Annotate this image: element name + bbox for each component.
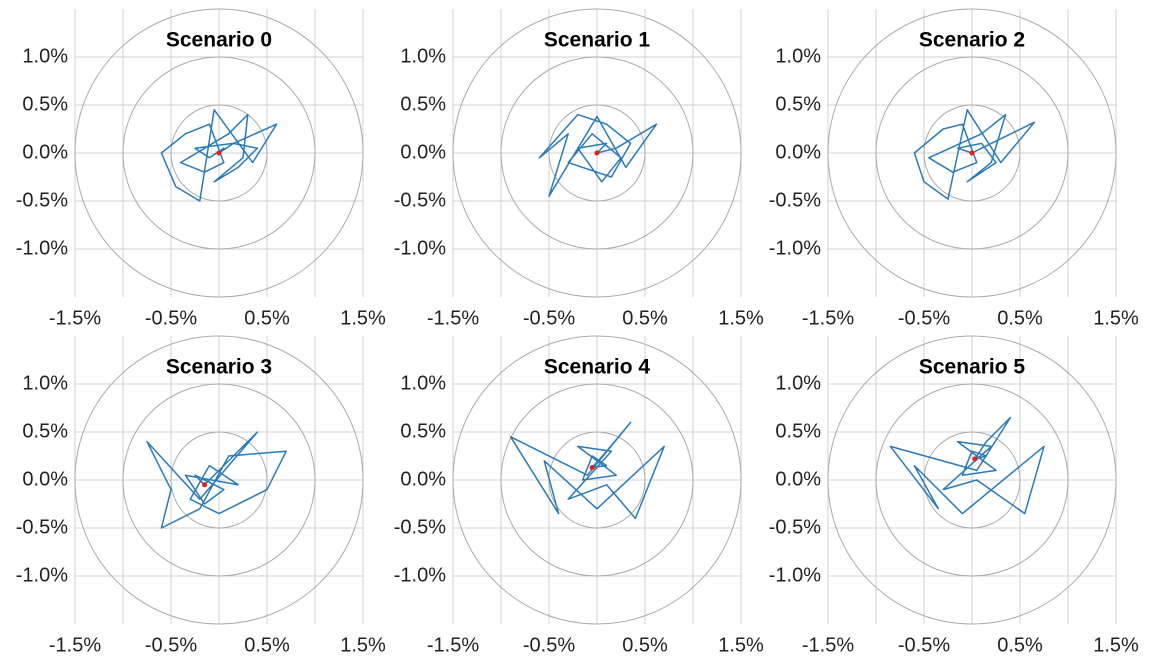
reference-circle <box>548 104 646 202</box>
center-point <box>969 150 975 156</box>
y-tick-label: 1.0% <box>22 372 68 394</box>
y-tick-label: 0.5% <box>400 93 446 115</box>
reference-circle <box>923 431 1021 529</box>
reference-circle <box>170 104 268 202</box>
subplot: -1.5% -0.5% 0.5% 1.5% -1.0% -0.5% 0.0% 0.5% 1.0%… <box>16 335 386 656</box>
x-tick-label: -0.5% <box>523 634 575 656</box>
trajectory <box>889 416 1045 515</box>
x-tick-label: 0.5% <box>622 307 668 329</box>
x-tick-label: -1.5% <box>49 307 101 329</box>
x-tick-label: 1.5% <box>340 307 386 329</box>
y-tick-label: -1.0% <box>769 237 821 259</box>
trajectory <box>538 113 658 197</box>
y-tick-label: 0.5% <box>22 93 68 115</box>
y-tick-label: 0.0% <box>400 468 446 490</box>
y-tick-label: 1.0% <box>775 45 821 67</box>
reference-circle <box>74 8 364 298</box>
x-tick-label: 0.5% <box>997 307 1043 329</box>
chart-title: Scenario 5 <box>919 356 1026 379</box>
chart-title: Scenario 0 <box>166 29 272 52</box>
y-tick-label: -0.5% <box>16 189 68 211</box>
x-tick-label: -1.5% <box>49 634 101 656</box>
x-tick-label: -0.5% <box>145 307 197 329</box>
x-tick-label: -1.5% <box>427 307 479 329</box>
trajectory <box>160 109 278 202</box>
reference-circle <box>827 335 1117 625</box>
reference-circle <box>122 383 316 577</box>
center-point <box>594 150 600 156</box>
y-tick-label: -0.5% <box>769 516 821 538</box>
x-tick-label: -0.5% <box>523 307 575 329</box>
chart-title: Scenario 2 <box>919 29 1025 52</box>
center-point <box>972 456 978 462</box>
x-tick-label: -1.5% <box>427 634 479 656</box>
subplot: -1.5% -0.5% 0.5% 1.5% -1.0% -0.5% 0.0% 0.5% 1.0%… <box>394 8 764 329</box>
chart-title: Scenario 4 <box>544 356 651 379</box>
x-tick-label: 0.5% <box>622 634 668 656</box>
y-tick-label: -1.0% <box>394 237 446 259</box>
x-tick-label: 1.5% <box>718 634 764 656</box>
y-tick-label: -0.5% <box>394 516 446 538</box>
x-tick-label: 1.5% <box>340 634 386 656</box>
trajectory <box>509 421 665 520</box>
x-tick-label: 0.5% <box>244 307 290 329</box>
y-tick-label: -1.0% <box>769 564 821 586</box>
x-tick-label: -0.5% <box>145 634 197 656</box>
chart-title: Scenario 1 <box>544 29 651 52</box>
x-tick-label: 1.5% <box>1093 634 1139 656</box>
reference-circle <box>500 383 694 577</box>
y-tick-label: 0.5% <box>775 420 821 442</box>
x-tick-label: -0.5% <box>898 634 950 656</box>
x-tick-label: -1.5% <box>802 307 854 329</box>
subplot: -1.5% -0.5% 0.5% 1.5% -1.0% -0.5% 0.0% 0.5% 1.0%… <box>394 335 764 656</box>
y-tick-label: -0.5% <box>16 516 68 538</box>
subplot: -1.5% -0.5% 0.5% 1.5% -1.0% -0.5% 0.0% 0.5% 1.0%… <box>769 335 1139 656</box>
reference-circle <box>170 431 268 529</box>
trajectory <box>146 431 287 529</box>
chart-title: Scenario 3 <box>166 356 272 379</box>
y-tick-label: 1.0% <box>400 372 446 394</box>
y-tick-label: -1.0% <box>394 564 446 586</box>
reference-circle <box>875 56 1069 250</box>
y-tick-label: 0.0% <box>775 141 821 163</box>
y-tick-label: 1.0% <box>22 45 68 67</box>
reference-circle <box>452 335 742 625</box>
subplot: -1.5% -0.5% 0.5% 1.5% -1.0% -0.5% 0.0% 0.5% 1.0%… <box>16 8 386 329</box>
reference-circle <box>122 56 316 250</box>
reference-circle <box>827 8 1117 298</box>
y-tick-label: 0.0% <box>775 468 821 490</box>
center-point <box>202 482 208 488</box>
x-tick-label: -1.5% <box>802 634 854 656</box>
center-point <box>589 465 595 471</box>
x-tick-label: 0.5% <box>244 634 290 656</box>
x-tick-label: -0.5% <box>898 307 950 329</box>
reference-circle <box>74 335 364 625</box>
y-tick-label: 0.0% <box>400 141 446 163</box>
trajectory <box>913 109 1036 200</box>
y-tick-label: 0.0% <box>22 468 68 490</box>
y-tick-label: 0.5% <box>775 93 821 115</box>
x-tick-label: 0.5% <box>997 634 1043 656</box>
y-tick-label: 1.0% <box>775 372 821 394</box>
subplot: -1.5% -0.5% 0.5% 1.5% -1.0% -0.5% 0.0% 0.5% 1.0%… <box>769 8 1139 329</box>
y-tick-label: 0.0% <box>22 141 68 163</box>
reference-circle <box>875 383 1069 577</box>
reference-circle <box>500 56 694 250</box>
reference-circle <box>452 8 742 298</box>
y-tick-label: 0.5% <box>22 420 68 442</box>
x-tick-label: 1.5% <box>1093 307 1139 329</box>
y-tick-label: -0.5% <box>394 189 446 211</box>
y-tick-label: -1.0% <box>16 237 68 259</box>
reference-circle <box>923 104 1021 202</box>
y-tick-label: -1.0% <box>16 564 68 586</box>
center-point <box>216 150 222 156</box>
y-tick-label: 1.0% <box>400 45 446 67</box>
y-tick-label: -0.5% <box>769 189 821 211</box>
y-tick-label: 0.5% <box>400 420 446 442</box>
x-tick-label: 1.5% <box>718 307 764 329</box>
